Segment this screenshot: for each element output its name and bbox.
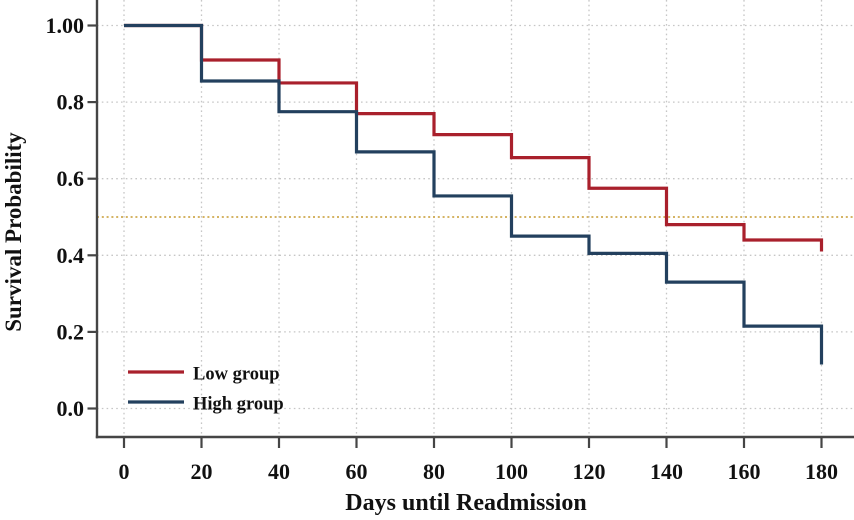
y-tick-label: 0.2 <box>57 319 85 344</box>
legend-label-high-group: High group <box>193 395 284 415</box>
legend-label-low-group: Low group <box>193 365 280 385</box>
survival-curve-low-group <box>124 23 824 252</box>
y-tick-label: 0.4 <box>57 243 85 268</box>
x-tick-label: 160 <box>728 459 761 484</box>
x-axis-title: Days until Readmission <box>345 490 586 516</box>
x-tick-label: 40 <box>268 459 290 484</box>
y-tick-label: 1.00 <box>46 13 85 38</box>
y-tick-label: 0.0 <box>57 396 85 421</box>
tick-labels: 0 20 40 60 80 100 120 140 160 180 0.0 0.2 0.4 0.6 0.8 1… <box>46 13 839 484</box>
x-tick-label: 80 <box>423 459 445 484</box>
survival-curve-high-group <box>124 23 824 365</box>
x-tick-label: 0 <box>119 459 130 484</box>
legend: Low group High group <box>128 365 284 415</box>
y-tick-label: 0.8 <box>57 90 85 115</box>
x-tick-label: 60 <box>346 459 368 484</box>
x-tick-label: 100 <box>495 459 528 484</box>
survival-curves <box>124 23 824 365</box>
x-tick-label: 120 <box>573 459 606 484</box>
tick-marks <box>87 24 823 448</box>
x-tick-label: 20 <box>191 459 213 484</box>
axes <box>95 0 854 439</box>
y-tick-label: 0.6 <box>57 166 85 191</box>
x-tick-label: 140 <box>650 459 683 484</box>
x-tick-label: 180 <box>805 459 838 484</box>
y-axis-title: Survival Probability <box>1 132 26 332</box>
